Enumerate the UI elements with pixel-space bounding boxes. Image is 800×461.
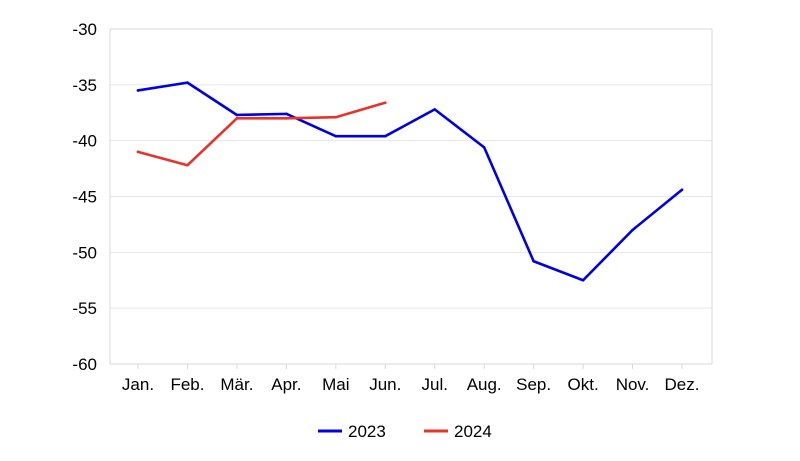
data-point [285, 117, 288, 120]
data-point [334, 115, 338, 119]
data-point [680, 188, 684, 192]
series-2024 [136, 101, 387, 167]
x-tick-label: Feb. [170, 375, 204, 394]
y-tick-label: -55 [72, 299, 97, 318]
x-tick-label: Jul. [421, 375, 447, 394]
data-point [532, 259, 535, 263]
data-point [581, 278, 585, 282]
y-tick-label: -50 [72, 243, 97, 262]
legend-item-2023: 2023 [318, 422, 386, 441]
y-tick-label: -60 [72, 355, 97, 374]
y-tick-label: -35 [72, 76, 97, 95]
x-tick-label: Sep. [516, 375, 551, 394]
data-point [631, 228, 634, 232]
y-axis: -30 -35 -40 -45 -50 -55 -60 [72, 20, 97, 374]
data-point [186, 81, 189, 84]
data-point [136, 150, 140, 154]
data-point [235, 117, 239, 120]
data-point [334, 134, 338, 138]
x-axis: Jan. Feb. Mär. Apr. Mai Jun. Jul. Aug. Sep. Okt. N… [122, 364, 700, 394]
legend-label: 2023 [348, 422, 386, 441]
data-point [383, 134, 387, 138]
data-point [482, 146, 486, 149]
data-point [235, 113, 239, 117]
data-point [285, 112, 288, 116]
series-2023 [136, 81, 684, 282]
y-tick-label: -40 [72, 132, 97, 151]
x-tick-label: Mär. [220, 375, 253, 394]
x-tick-label: Apr. [271, 375, 301, 394]
x-tick-label: Mai [322, 375, 349, 394]
x-tick-label: Nov. [616, 375, 650, 394]
plot-frame [109, 28, 713, 365]
data-point [136, 89, 140, 92]
series-line-2023 [136, 81, 684, 282]
series-line-2024 [136, 101, 387, 167]
x-tick-label: Aug. [467, 375, 502, 394]
data-point [383, 101, 387, 104]
y-tick-label: -45 [72, 188, 97, 207]
grid-lines [110, 84, 712, 309]
x-tick-label: Jun. [369, 375, 401, 394]
x-tick-label: Okt. [568, 375, 599, 394]
data-point [433, 108, 437, 111]
legend-item-2024: 2024 [424, 422, 492, 441]
x-tick-label: Jan. [122, 375, 154, 394]
y-tick-label: -30 [72, 20, 97, 39]
series-layer [136, 81, 684, 282]
x-tick-label: Dez. [665, 375, 700, 394]
legend: 2023 2024 [318, 422, 492, 441]
data-point [186, 163, 189, 167]
legend-label: 2024 [454, 422, 492, 441]
